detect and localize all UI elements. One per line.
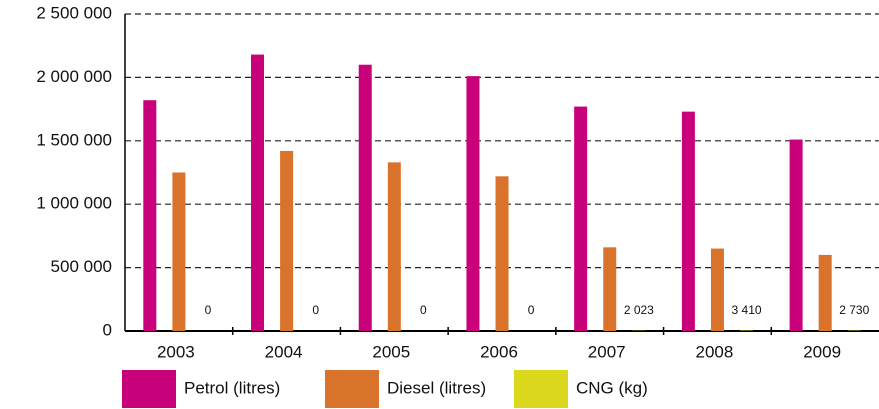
- bar: [280, 150, 294, 331]
- y-tick-label: 2 000 000: [36, 67, 112, 86]
- x-tick-label: 2006: [480, 342, 518, 361]
- x-tick-label: 2007: [588, 342, 626, 361]
- legend-label: Diesel (litres): [387, 378, 486, 397]
- value-label: 0: [528, 303, 535, 317]
- x-tick-label: 2003: [157, 342, 195, 361]
- x-tick-label: 2008: [696, 342, 734, 361]
- y-tick-label: 500 000: [51, 257, 112, 276]
- legend-label: Petrol (litres): [184, 378, 280, 397]
- legend-swatch: [122, 370, 176, 408]
- bar: [143, 100, 157, 331]
- bar: [681, 111, 695, 331]
- bar: [710, 248, 724, 331]
- value-label: 0: [205, 303, 212, 317]
- y-tick-label: 1 000 000: [36, 194, 112, 213]
- legend-swatch: [514, 370, 568, 408]
- x-tick-label: 2009: [803, 342, 841, 361]
- bar: [495, 176, 509, 331]
- bar: [387, 162, 401, 331]
- legend-swatch: [325, 370, 379, 408]
- bar: [789, 139, 803, 331]
- x-tick-label: 2005: [372, 342, 410, 361]
- y-tick-label: 2 500 000: [36, 3, 112, 22]
- x-tick-label: 2004: [265, 342, 303, 361]
- bar: [818, 254, 832, 331]
- bar: [603, 247, 617, 331]
- y-tick-label: 0: [103, 320, 112, 339]
- bar: [574, 106, 588, 332]
- bar: [172, 172, 186, 331]
- value-label: 3 410: [732, 303, 762, 317]
- bar: [466, 76, 480, 332]
- value-label: 2 730: [839, 303, 869, 317]
- value-label: 2 023: [624, 303, 654, 317]
- value-label: 0: [420, 303, 427, 317]
- value-label: 0: [312, 303, 319, 317]
- legend-label: CNG (kg): [576, 378, 648, 397]
- bar: [251, 54, 265, 332]
- bar: [358, 64, 372, 331]
- y-tick-label: 1 500 000: [36, 130, 112, 149]
